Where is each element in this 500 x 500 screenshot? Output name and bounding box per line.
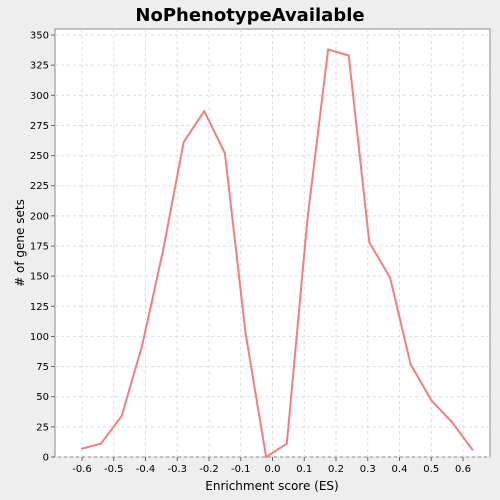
data-point [368, 241, 370, 243]
data-point [265, 456, 267, 458]
y-tick-label: 50 [36, 392, 49, 403]
x-tick-label: -0.5 [104, 464, 124, 475]
data-point [348, 55, 350, 57]
data-point [162, 250, 164, 252]
data-point [286, 443, 288, 445]
data-point [141, 344, 143, 346]
y-tick-label: 125 [30, 302, 49, 313]
data-point [81, 448, 83, 450]
y-tick-label: 200 [30, 211, 49, 222]
x-tick-label: 0.2 [328, 464, 344, 475]
y-axis-label: # of gene sets [13, 199, 27, 287]
x-axis-label: Enrichment score (ES) [205, 479, 338, 493]
x-tick-label: 0.4 [392, 464, 408, 475]
data-point [100, 443, 102, 445]
x-tick-label: -0.3 [167, 464, 187, 475]
y-tick-label: 275 [30, 121, 49, 132]
x-tick-label: 0.0 [265, 464, 281, 475]
x-tick-label: -0.4 [136, 464, 156, 475]
plot-area [55, 29, 490, 457]
data-point [430, 399, 432, 401]
data-point [410, 363, 412, 365]
y-tick-label: 300 [30, 91, 49, 102]
y-tick-label: 325 [30, 61, 49, 72]
x-tick-label: 0.6 [455, 464, 471, 475]
x-tick-label: -0.2 [199, 464, 219, 475]
data-point [389, 276, 391, 278]
data-point [327, 48, 329, 50]
data-point [451, 421, 453, 423]
data-point [203, 110, 205, 112]
x-tick-label: -0.1 [231, 464, 251, 475]
y-tick-label: 75 [36, 362, 49, 373]
data-point [121, 415, 123, 417]
data-point [245, 332, 247, 334]
data-point [224, 152, 226, 154]
y-tick-label: 150 [30, 272, 49, 283]
chart-title: NoPhenotypeAvailable [135, 5, 364, 26]
y-tick-label: 25 [36, 422, 49, 433]
x-tick-label: 0.1 [296, 464, 312, 475]
y-tick-label: 175 [30, 242, 49, 253]
x-tick-label: 0.5 [423, 464, 439, 475]
data-point [472, 449, 474, 451]
y-tick-label: 0 [43, 453, 49, 464]
x-tick-label: 0.3 [360, 464, 376, 475]
data-point [183, 141, 185, 143]
x-tick-label: -0.6 [72, 464, 92, 475]
y-tick-label: 250 [30, 151, 49, 162]
y-tick-label: 350 [30, 31, 49, 42]
y-tick-label: 225 [30, 181, 49, 192]
y-tick-label: 100 [30, 332, 49, 343]
data-point [306, 218, 308, 220]
